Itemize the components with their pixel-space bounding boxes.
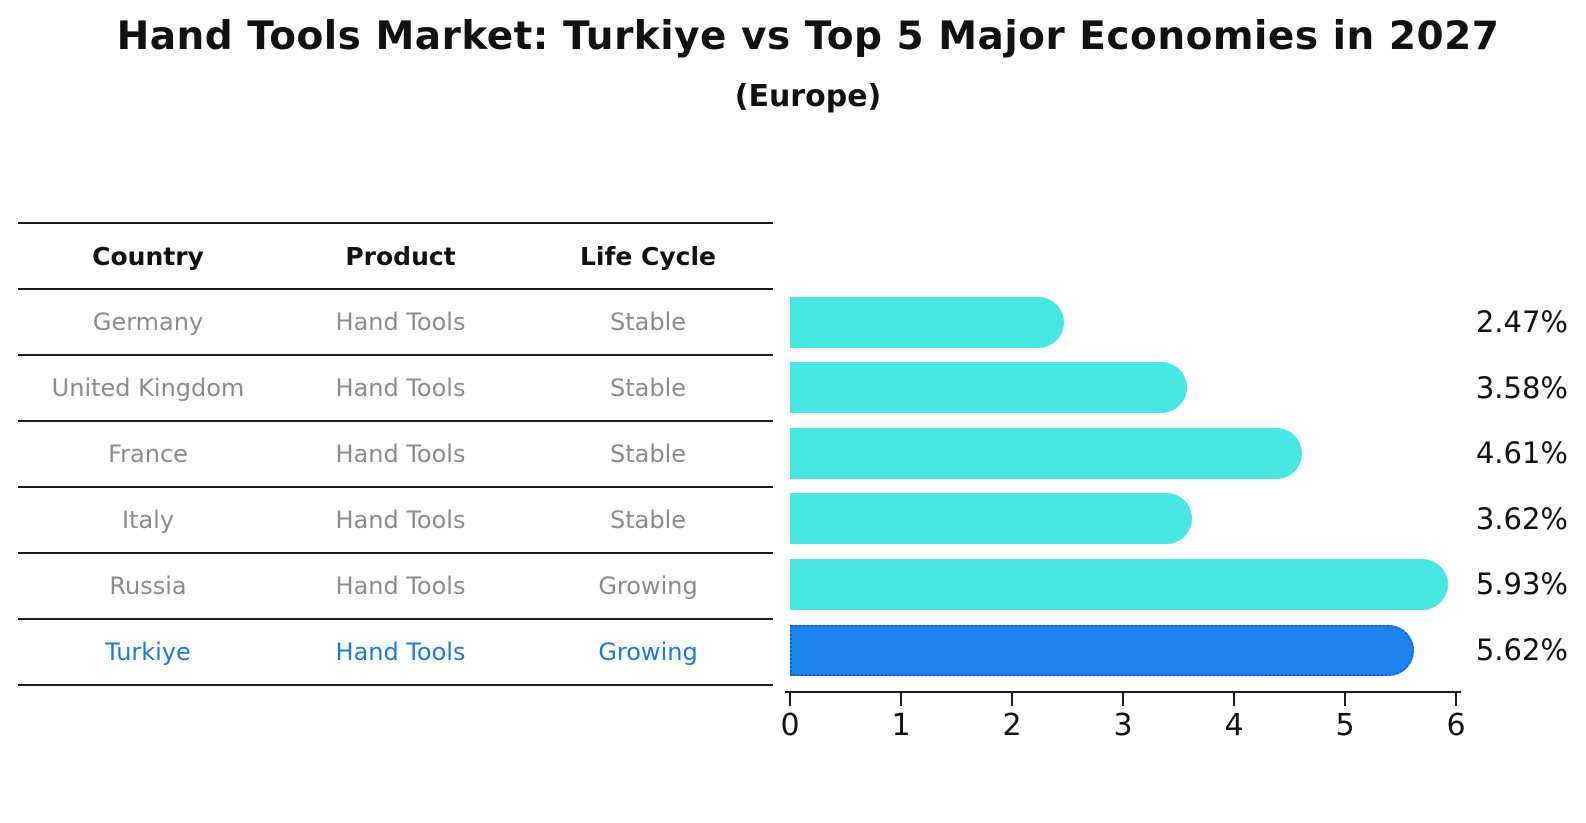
table-row-italy: Italy Hand Tools Stable	[18, 488, 773, 554]
table-row-russia: Russia Hand Tools Growing	[18, 554, 773, 620]
x-axis-tick	[1122, 693, 1124, 706]
x-axis-tick-label: 5	[1335, 708, 1355, 743]
x-axis-tick	[1344, 693, 1346, 706]
value-label-france: 4.61%	[1475, 436, 1568, 471]
value-label-russia: 5.93%	[1475, 567, 1568, 602]
product-cell: Hand Tools	[335, 638, 466, 666]
chart-title: Hand Tools Market: Turkiye vs Top 5 Majo…	[116, 14, 1500, 59]
product-cell: Hand Tools	[335, 506, 466, 534]
country-cell: Germany	[92, 308, 204, 336]
table-row-germany: Germany Hand Tools Stable	[18, 290, 773, 356]
life-cycle-cell: Stable	[609, 374, 687, 402]
bar-united-kingdom	[790, 362, 1188, 414]
life-cycle-cell: Stable	[609, 506, 687, 534]
bar-italy	[790, 493, 1192, 545]
x-axis-tick	[1455, 693, 1457, 706]
x-axis-line	[785, 691, 1461, 693]
bar-turkiye	[790, 624, 1414, 676]
bar-france	[790, 427, 1302, 479]
product-cell: Hand Tools	[335, 374, 466, 402]
value-label-germany: 2.47%	[1475, 305, 1568, 339]
life-cycle-cell: Stable	[609, 440, 687, 468]
country-cell: Italy	[121, 506, 175, 534]
x-axis-tick-label: 2	[1002, 708, 1022, 743]
life-cycle-cell: Stable	[609, 308, 687, 336]
product-cell: Hand Tools	[335, 440, 466, 468]
table-row-turkiye: Turkiye Hand Tools Growing	[18, 620, 773, 686]
table-row-united-kingdom: United Kingdom Hand Tools Stable	[18, 356, 773, 422]
life-cycle-cell: Growing	[598, 572, 698, 600]
column-header-product: Product	[345, 241, 456, 271]
x-axis-tick	[1233, 693, 1235, 706]
country-cell: France	[108, 440, 188, 468]
bar-russia	[790, 558, 1449, 610]
x-axis-tick-label: 1	[891, 708, 911, 743]
x-axis-tick-label: 6	[1446, 708, 1466, 743]
country-cell: United Kingdom	[51, 374, 245, 402]
value-label-italy: 3.62%	[1475, 501, 1568, 536]
chart-subtitle: (Europe)	[734, 79, 882, 114]
bar-germany	[790, 296, 1065, 348]
x-axis-tick-label: 3	[1113, 708, 1133, 743]
product-cell: Hand Tools	[335, 572, 466, 600]
table-row-france: France Hand Tools Stable	[18, 422, 773, 488]
value-label-turkiye: 5.62%	[1475, 633, 1568, 667]
country-cell: Turkiye	[105, 638, 191, 666]
x-axis-tick	[1011, 693, 1013, 706]
country-cell: Russia	[109, 572, 187, 600]
product-cell: Hand Tools	[335, 308, 466, 336]
column-header-country: Country	[92, 241, 204, 271]
table-header-row: Country Product Life Cycle	[18, 224, 773, 290]
x-axis-tick	[789, 693, 791, 706]
column-header-life-cycle: Life Cycle	[579, 241, 717, 271]
value-label-united-kingdom: 3.58%	[1475, 370, 1568, 405]
x-axis-tick-label: 4	[1224, 708, 1244, 743]
x-axis-tick	[900, 693, 902, 706]
life-cycle-cell: Growing	[598, 638, 698, 666]
x-axis-tick-label: 0	[780, 708, 800, 743]
country-table: Country Product Life Cycle Germany Hand …	[18, 222, 773, 686]
